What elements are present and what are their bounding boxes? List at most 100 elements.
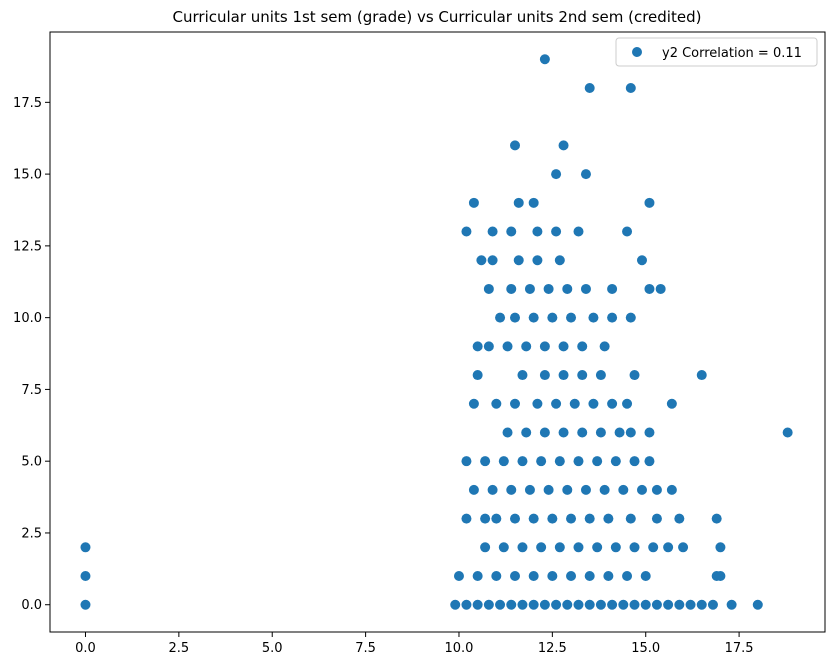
scatter-point — [625, 427, 636, 438]
scatter-point — [524, 283, 535, 294]
scatter-point — [461, 599, 472, 610]
scatter-point — [491, 398, 502, 409]
scatter-point — [629, 599, 640, 610]
scatter-point — [584, 599, 595, 610]
scatter-point — [573, 599, 584, 610]
scatter-point — [528, 513, 539, 524]
scatter-point — [636, 484, 647, 495]
scatter-point — [580, 169, 591, 180]
scatter-point — [536, 456, 547, 467]
scatter-point — [614, 427, 625, 438]
scatter-point — [491, 571, 502, 582]
scatter-point — [513, 255, 524, 266]
scatter-point — [510, 398, 520, 409]
y-tick-label: 15.0 — [13, 168, 42, 183]
scatter-point — [510, 571, 520, 582]
scatter-point — [502, 341, 513, 352]
scatter-point — [595, 599, 606, 610]
scatter-point — [528, 599, 539, 610]
x-tick-label: 2.5 — [169, 641, 190, 656]
scatter-point — [580, 484, 591, 495]
y-tick-label: 5.0 — [21, 455, 42, 470]
scatter-point — [554, 542, 565, 553]
scatter-point — [498, 456, 509, 467]
scatter-point — [554, 456, 565, 467]
scatter-point — [663, 542, 674, 553]
chart-title: Curricular units 1st sem (grade) vs Curr… — [173, 8, 702, 26]
scatter-point — [595, 370, 606, 381]
x-tick-label: 5.0 — [262, 641, 283, 656]
scatter-point — [629, 456, 640, 467]
scatter-point — [666, 484, 677, 495]
scatter-point — [547, 312, 558, 323]
scatter-point — [558, 370, 569, 381]
scatter-point — [472, 599, 483, 610]
scatter-point — [607, 312, 618, 323]
scatter-point — [551, 226, 562, 237]
x-tick-label: 10.0 — [444, 641, 473, 656]
scatter-point — [532, 255, 543, 266]
scatter-point — [588, 312, 599, 323]
scatter-point — [603, 571, 614, 582]
scatter-point — [625, 312, 636, 323]
scatter-point — [674, 513, 685, 524]
scatter-point — [607, 599, 618, 610]
scatter-point — [480, 456, 491, 467]
legend-label: y2 Correlation = 0.11 — [662, 46, 802, 61]
scatter-point — [532, 226, 543, 237]
scatter-point — [577, 427, 588, 438]
scatter-point — [80, 542, 91, 553]
scatter-point — [599, 484, 610, 495]
scatter-point — [577, 370, 588, 381]
y-tick-label: 10.0 — [13, 311, 42, 326]
scatter-point — [580, 283, 591, 294]
scatter-point — [539, 599, 550, 610]
scatter-point — [644, 197, 655, 208]
x-tick-label: 12.5 — [538, 641, 567, 656]
scatter-point — [622, 571, 633, 582]
scatter-point — [584, 571, 595, 582]
scatter-point — [782, 427, 793, 438]
scatter-point — [472, 341, 483, 352]
scatter-point — [644, 456, 655, 467]
scatter-point — [558, 341, 569, 352]
scatter-point — [573, 456, 584, 467]
scatter-point — [599, 341, 610, 352]
y-axis: 0.0 2.5 5.0 7.5 10.0 12.5 15.0 17.5 — [13, 96, 50, 613]
scatter-point — [517, 370, 528, 381]
scatter-point — [487, 226, 498, 237]
scatter-point — [551, 169, 562, 180]
scatter-point — [573, 542, 584, 553]
scatter-point — [554, 255, 565, 266]
scatter-point — [618, 484, 629, 495]
scatter-point — [495, 599, 506, 610]
scatter-point — [640, 599, 651, 610]
scatter-point — [487, 484, 498, 495]
scatter-point — [674, 599, 685, 610]
scatter-point — [644, 283, 655, 294]
scatter-point — [644, 427, 655, 438]
scatter-point — [491, 513, 502, 524]
scatter-point — [562, 599, 573, 610]
scatter-point — [622, 226, 633, 237]
scatter-point — [498, 542, 509, 553]
scatter-point — [510, 312, 520, 323]
scatter-point — [752, 599, 763, 610]
scatter-point — [502, 427, 513, 438]
scatter-point — [603, 513, 614, 524]
scatter-point — [678, 542, 689, 553]
scatter-point — [566, 312, 577, 323]
scatter-point — [625, 82, 636, 93]
scatter-point — [528, 571, 539, 582]
scatter-point — [547, 513, 558, 524]
scatter-point — [595, 427, 606, 438]
scatter-point — [495, 312, 506, 323]
legend-box — [615, 37, 818, 67]
scatter-point — [651, 513, 662, 524]
scatter-point — [536, 542, 547, 553]
scatter-point — [539, 341, 550, 352]
scatter-point — [506, 599, 517, 610]
scatter-point — [80, 571, 91, 582]
scatter-point — [539, 370, 550, 381]
scatter-point — [711, 513, 722, 524]
